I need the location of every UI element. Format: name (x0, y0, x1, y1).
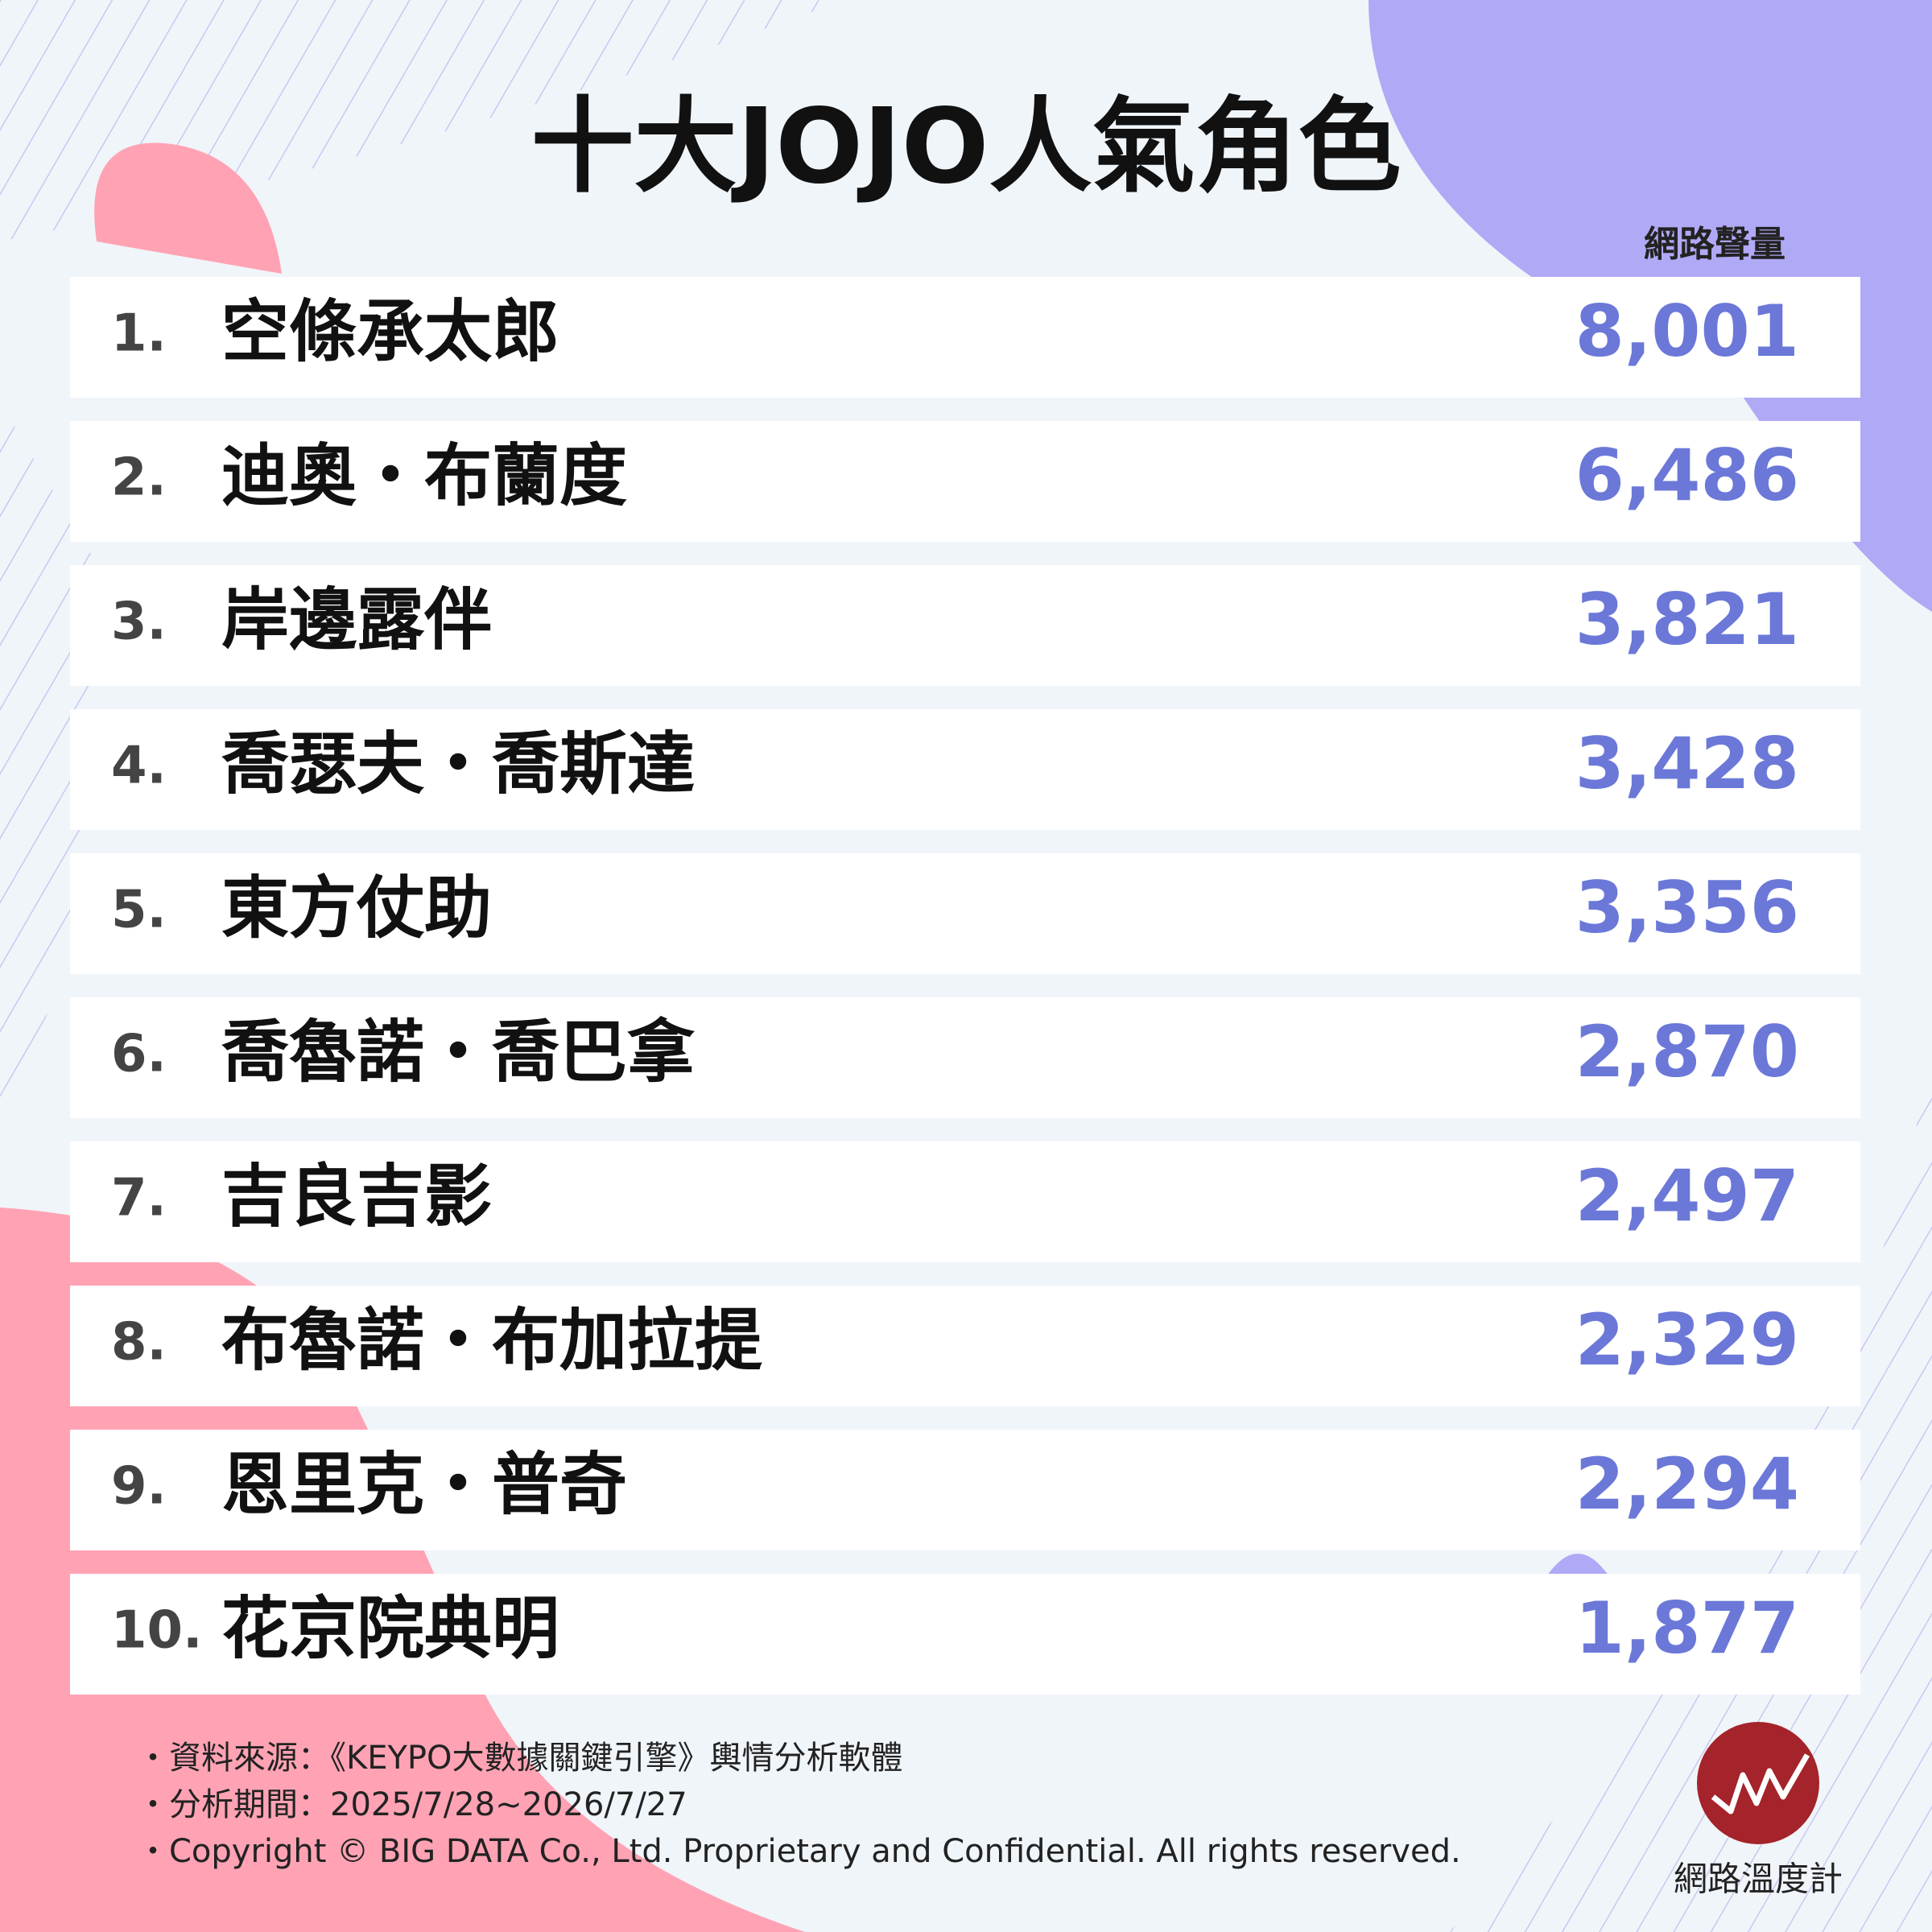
column-header: 網路聲量 (1644, 224, 1785, 265)
volume-value: 2,329 (1575, 1298, 1799, 1381)
footer-note: ・分析期間：2025/7/28~2026/7/27 (137, 1786, 687, 1823)
volume-value: 2,497 (1575, 1154, 1799, 1237)
volume-value: 6,486 (1575, 434, 1799, 517)
footer-note: ・資料來源：《KEYPO大數據關鍵引擎》輿情分析軟體 (137, 1740, 903, 1777)
logo-text: 網路溫度計 (1674, 1860, 1843, 1899)
rank: 5. (111, 881, 167, 940)
volume-value: 3,821 (1575, 578, 1799, 661)
ranking-row: 10. 花京院典明 1,877 (70, 1574, 1860, 1695)
ranking-row: 8. 布魯諾・布加拉提 2,329 (70, 1286, 1860, 1406)
row-background (70, 1286, 1860, 1406)
stripe-pattern (1449, 1046, 1932, 1932)
rank: 4. (111, 737, 167, 796)
pink-shape (94, 142, 283, 274)
rank: 1. (111, 304, 167, 364)
footer: ・資料來源：《KEYPO大數據關鍵引擎》輿情分析軟體・分析期間：2025/7/2… (137, 1740, 1461, 1870)
character-name: 花京院典明 (221, 1589, 559, 1668)
volume-value: 2,870 (1575, 1010, 1799, 1093)
rank: 7. (111, 1169, 167, 1228)
title: 十大JOJO人氣角色 (531, 87, 1402, 207)
ranking-row: 4. 喬瑟夫・喬斯達 3,428 (70, 709, 1860, 830)
character-name: 東方仗助 (221, 869, 492, 947)
ranking-row: 6. 喬魯諾・喬巴拿 2,870 (70, 997, 1860, 1118)
ranking-list: 1. 空條承太郎 8,001 2. 迪奧・布蘭度 6,486 3. 岸邊露伴 3,821 4. 喬瑟… (70, 277, 1860, 1695)
row-background (70, 1141, 1860, 1262)
purple-shape (1546, 1554, 1610, 1578)
character-name: 吉良吉影 (221, 1157, 492, 1236)
character-name: 迪奧・布蘭度 (221, 436, 627, 515)
row-background (70, 565, 1860, 686)
character-name: 喬瑟夫・喬斯達 (221, 724, 695, 803)
rank: 2. (111, 448, 167, 508)
row-background (70, 853, 1860, 974)
rank: 6. (111, 1025, 167, 1084)
ranking-row: 2. 迪奧・布蘭度 6,486 (70, 421, 1860, 542)
row-background (70, 709, 1860, 830)
ranking-row: 3. 岸邊露伴 3,821 (70, 565, 1860, 686)
volume-value: 3,356 (1575, 866, 1799, 949)
logo-mark (1697, 1722, 1819, 1844)
rank: 8. (111, 1313, 167, 1373)
ranking-row: 9. 恩里克・普奇 2,294 (70, 1430, 1860, 1550)
logo-wave (1711, 1753, 1810, 1814)
character-name: 空條承太郎 (221, 292, 559, 371)
rank: 10. (111, 1601, 202, 1661)
volume-value: 3,428 (1575, 722, 1799, 805)
character-name: 布魯諾・布加拉提 (221, 1301, 762, 1380)
row-background (70, 1430, 1860, 1550)
row-background (70, 277, 1860, 398)
ranking-row: 1. 空條承太郎 8,001 (70, 277, 1860, 398)
volume-value: 2,294 (1575, 1443, 1799, 1525)
rank: 9. (111, 1457, 167, 1517)
rank: 3. (111, 592, 167, 652)
volume-value: 1,877 (1575, 1587, 1799, 1670)
ranking-row: 5. 東方仗助 3,356 (70, 853, 1860, 974)
character-name: 恩里克・普奇 (221, 1445, 627, 1524)
character-name: 岸邊露伴 (221, 580, 492, 659)
ranking-row: 7. 吉良吉影 2,497 (70, 1141, 1860, 1262)
row-background (70, 1574, 1860, 1695)
character-name: 喬魯諾・喬巴拿 (221, 1013, 696, 1092)
footer-note: ・Copyright © BIG DATA Co., Ltd. Propriet… (137, 1833, 1461, 1870)
row-background (70, 997, 1860, 1118)
volume-value: 8,001 (1575, 290, 1799, 373)
row-background (70, 421, 1860, 542)
